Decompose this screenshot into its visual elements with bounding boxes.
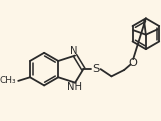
Text: O: O xyxy=(129,58,138,68)
Text: NH: NH xyxy=(67,82,82,92)
Text: S: S xyxy=(92,64,100,74)
Text: N: N xyxy=(71,46,78,57)
Text: CH₃: CH₃ xyxy=(0,76,16,85)
